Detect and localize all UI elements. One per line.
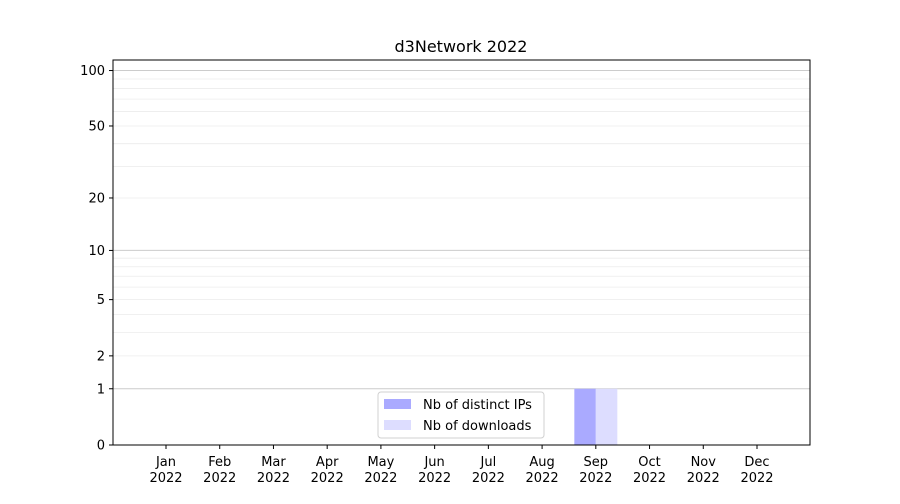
x-tick-label: 2022 [740,471,773,486]
legend: Nb of distinct IPs Nb of downloads [377,391,545,439]
x-tick-label: Nov [691,455,717,470]
x-tick-label: May [367,455,394,470]
y-tick-label: 20 [88,191,105,206]
x-tick-label: 2022 [687,471,720,486]
x-tick-label: 2022 [579,471,612,486]
x-tick-label: Dec [744,455,769,470]
bars [574,388,618,445]
x-axis: Jan2022Feb2022Mar2022Apr2022May2022Jun20… [149,445,774,486]
y-tick-label: 50 [88,119,105,134]
legend-label: Nb of downloads [423,419,532,434]
x-tick-label: Mar [261,455,286,470]
chart-title: d3Network 2022 [395,37,528,56]
legend-swatch [384,420,411,430]
grid [113,70,810,390]
x-tick-label: 2022 [311,471,344,486]
y-tick-label: 0 [97,439,105,454]
x-tick-label: 2022 [257,471,290,486]
y-tick-label: 10 [88,244,105,259]
x-tick-label: Jul [480,455,497,470]
x-tick-label: 2022 [149,471,182,486]
x-tick-label: Sep [584,455,609,470]
x-tick-label: Oct [638,455,660,470]
y-tick-label: 100 [80,64,105,79]
x-tick-label: Jun [423,455,444,470]
x-tick-label: 2022 [472,471,505,486]
legend-label: Nb of distinct IPs [423,398,532,413]
x-tick-label: Jan [155,455,176,470]
x-tick-label: Aug [529,455,554,470]
x-tick-label: Feb [208,455,231,470]
bar-distinct-ips [574,388,596,445]
legend-box [377,391,545,439]
x-tick-label: 2022 [418,471,451,486]
x-tick-label: 2022 [633,471,666,486]
x-tick-label: 2022 [526,471,559,486]
bar-downloads [595,388,618,445]
legend-swatch [384,399,411,409]
x-tick-label: 2022 [203,471,236,486]
x-tick-label: Apr [316,455,339,470]
y-tick-label: 2 [97,349,105,364]
y-tick-label: 1 [97,382,105,397]
plot-frame [112,59,811,446]
x-tick-label: 2022 [364,471,397,486]
y-axis: 0 1 2 5 10 20 50 100 [80,64,113,454]
y-tick-label: 5 [97,293,105,308]
